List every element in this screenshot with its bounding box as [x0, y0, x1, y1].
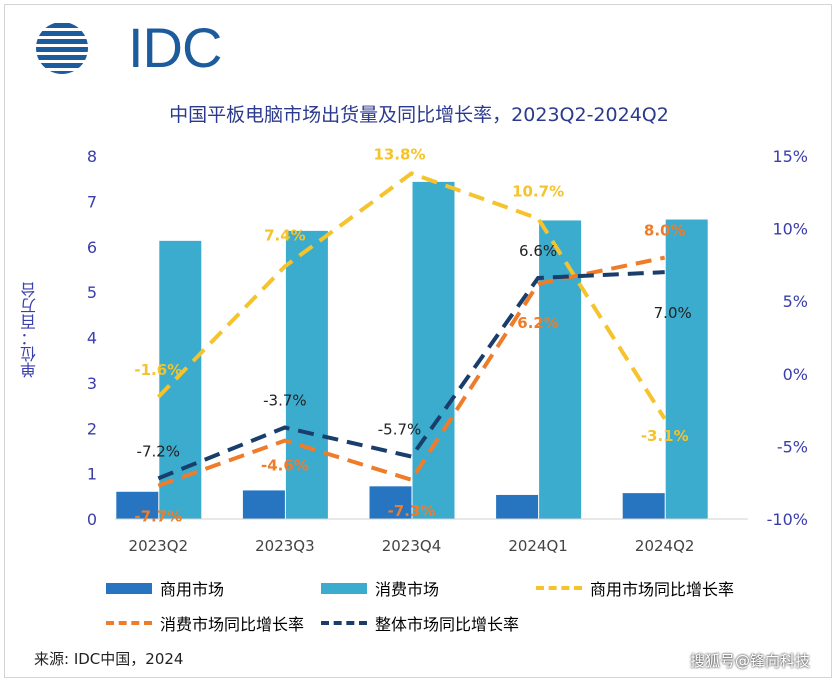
y2-tick-label: 0%: [783, 365, 808, 384]
bar: [496, 494, 539, 519]
bar: [369, 486, 412, 519]
data-label: 7.0%: [654, 304, 692, 322]
y2-tick-label: -5%: [777, 437, 808, 456]
logo-text: IDC: [128, 16, 222, 79]
legend-swatch-business: [106, 582, 152, 594]
bar: [116, 491, 159, 519]
legend-label-consumer: 消费市场: [375, 580, 440, 599]
legend-item-business: 商用市场: [106, 576, 224, 600]
data-label: 10.7%: [512, 182, 564, 200]
legend-label-consumer-yoy: 消费市场同比增长率: [160, 615, 305, 634]
legend-item-consumer-yoy: 消费市场同比增长率: [106, 611, 304, 635]
y-tick-label: 7: [87, 192, 97, 211]
y-tick-label: 6: [87, 238, 97, 257]
y-tick-label: 3: [87, 374, 97, 393]
chart-title: 中国平板电脑市场出货量及同比增长率，2023Q2-2024Q2: [169, 104, 669, 126]
x-tick-label: 2024Q2: [635, 537, 695, 555]
data-label: 6.6%: [519, 242, 557, 260]
legend-swatch-business-yoy: [536, 586, 582, 590]
x-tick-label: 2024Q1: [508, 537, 568, 555]
legend-label-business-yoy: 商用市场同比增长率: [590, 580, 735, 599]
x-tick-label: 2023Q3: [255, 537, 315, 555]
idc-logo: IDC: [32, 20, 222, 76]
globe-icon: [36, 23, 88, 74]
y-tick-label: 1: [87, 465, 97, 484]
y2-tick-label: -10%: [767, 510, 808, 529]
y2-tick-label: 10%: [772, 220, 808, 239]
bar: [242, 490, 285, 519]
bar: [412, 181, 455, 519]
source-note: 来源: IDC中国，2024: [34, 650, 184, 668]
watermark: 搜狐号@锋向科技: [690, 652, 811, 670]
data-label: -7.2%: [137, 442, 181, 460]
y-tick-label: 5: [87, 283, 97, 302]
data-label: 7.4%: [264, 226, 306, 244]
bar: [539, 220, 582, 519]
legend-label-total-yoy: 整体市场同比增长率: [375, 615, 520, 634]
y-tick-label: 0: [87, 510, 97, 529]
bar: [665, 219, 708, 519]
legend-label-business: 商用市场: [160, 580, 225, 599]
data-label: -3.7%: [263, 392, 307, 410]
bar: [622, 493, 665, 519]
bar: [285, 230, 328, 519]
chart-frame: [4, 4, 832, 678]
data-label: -4.6%: [261, 457, 309, 475]
x-tick-label: 2023Q4: [382, 537, 442, 555]
series-line: [157, 255, 666, 488]
data-label: -3.1%: [641, 427, 689, 445]
legend-swatch-consumer-yoy: [106, 621, 152, 625]
y2-tick-label: 15%: [772, 147, 808, 166]
data-label: 8.0%: [644, 222, 686, 240]
data-label: 13.8%: [373, 145, 425, 163]
legend-swatch-consumer: [321, 582, 367, 594]
y-tick-label: 8: [87, 147, 97, 166]
data-label: -5.7%: [378, 421, 422, 439]
data-label: -1.6%: [134, 361, 182, 379]
y-tick-label: 2: [87, 419, 97, 438]
data-label: 6.2%: [517, 314, 559, 332]
x-tick-label: 2023Q2: [129, 537, 189, 555]
legend-item-consumer: 消费市场: [321, 576, 439, 600]
legend-swatch-total-yoy: [321, 621, 367, 625]
data-label: -7.7%: [134, 508, 182, 526]
y-tick-label: 4: [87, 329, 97, 348]
legend-item-business-yoy: 商用市场同比增长率: [536, 576, 734, 600]
y2-tick-label: 5%: [783, 292, 808, 311]
series-line: [156, 171, 667, 420]
series-line: [157, 270, 665, 481]
data-label: -7.3%: [388, 502, 436, 520]
legend-item-total-yoy: 整体市场同比增长率: [321, 611, 519, 635]
